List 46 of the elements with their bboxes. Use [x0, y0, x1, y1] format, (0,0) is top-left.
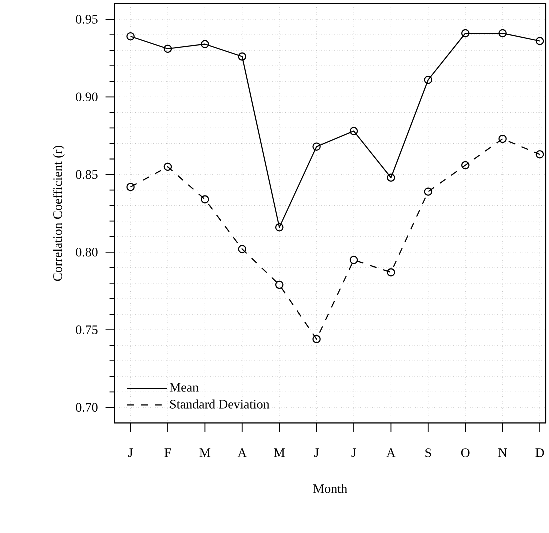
point	[312, 142, 321, 151]
x-tick-label: D	[536, 448, 544, 458]
point	[387, 268, 396, 277]
x-tick-label: J	[314, 448, 320, 458]
y-tick-label: 0.90	[76, 92, 98, 102]
point	[201, 195, 210, 204]
point	[350, 256, 358, 264]
x-tick-label: M	[274, 448, 285, 458]
y-axis-title: Correlation Coefficient (r)	[53, 146, 65, 282]
y-tick-label: 0.80	[76, 248, 98, 257]
point	[536, 150, 544, 159]
point	[126, 183, 135, 192]
x-axis-title: Month	[314, 484, 348, 494]
y-tick-label: 0.85	[76, 170, 98, 180]
point	[350, 127, 358, 136]
point	[164, 162, 172, 172]
x-tick-label: J	[352, 448, 356, 458]
point	[275, 223, 284, 232]
x-tick-label: M	[200, 448, 211, 458]
x-tick-label: A	[238, 448, 247, 458]
y-tick-label: 0.70	[76, 403, 98, 412]
y-tick-label: 0.95	[76, 15, 98, 24]
point	[238, 52, 247, 61]
point	[312, 335, 321, 344]
point	[498, 29, 507, 38]
point	[238, 245, 247, 254]
x-tick-label: N	[498, 448, 508, 458]
point	[461, 161, 470, 170]
x-tick-label: S	[426, 448, 432, 458]
point	[498, 134, 507, 144]
y-tick-label: 0.75	[76, 326, 98, 334]
point	[536, 37, 544, 46]
x-tick-label: O	[461, 448, 470, 458]
point	[424, 188, 433, 196]
legend-label: Standard Deviation	[170, 400, 270, 409]
point	[387, 174, 396, 182]
x-tick-label: A	[386, 448, 396, 458]
point	[424, 76, 433, 84]
x-tick-label: F	[164, 448, 172, 458]
point	[461, 29, 470, 38]
point	[164, 44, 172, 54]
point	[126, 32, 135, 41]
point	[201, 40, 210, 48]
point	[275, 280, 284, 290]
legend-label: Mean	[170, 383, 199, 392]
x-tick-label: J	[128, 448, 134, 458]
